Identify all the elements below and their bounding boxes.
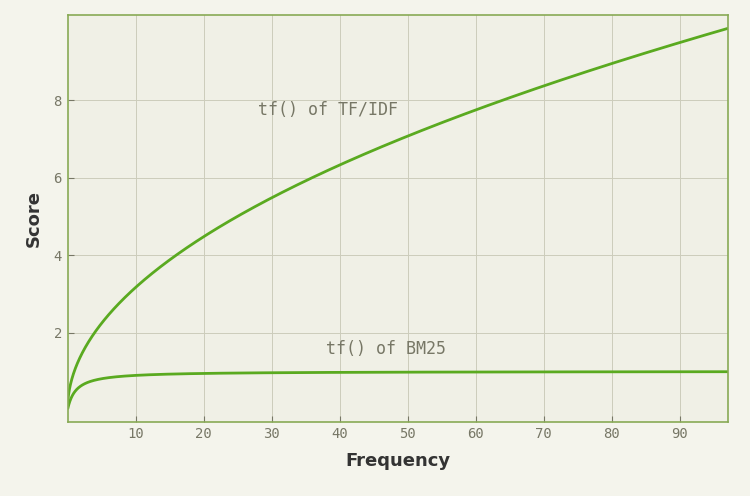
Y-axis label: Score: Score	[25, 190, 43, 247]
Text: tf() of BM25: tf() of BM25	[326, 340, 446, 358]
Text: tf() of TF/IDF: tf() of TF/IDF	[258, 102, 398, 120]
X-axis label: Frequency: Frequency	[345, 452, 450, 470]
